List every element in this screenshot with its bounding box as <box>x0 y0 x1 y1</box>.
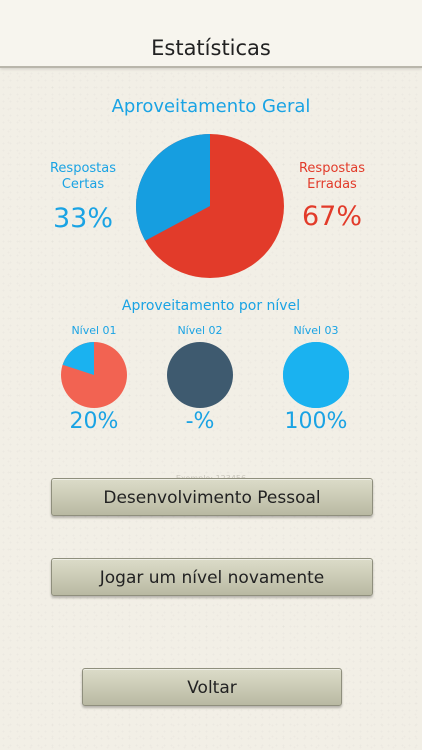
level-3-label: Nível 03 <box>293 324 339 337</box>
level-2-percentage: -% <box>185 409 215 434</box>
level-1-label: Nível 01 <box>71 324 117 337</box>
level-1-percentage: 20% <box>69 409 119 434</box>
back-button[interactable]: Voltar <box>82 668 342 706</box>
page-title: Estatísticas <box>151 36 271 60</box>
wrong-label-line1: Respostas <box>298 161 366 176</box>
wrong-answers-label: Respostas Erradas <box>287 161 377 193</box>
level-3-pie <box>283 342 349 408</box>
correct-label-line1: Respostas <box>49 161 117 176</box>
personal-development-button[interactable]: Desenvolvimento Pessoal <box>51 478 373 516</box>
level-1-correct-slice <box>62 342 94 375</box>
correct-slice <box>135 134 210 241</box>
level-performance-title: Aproveitamento por nível <box>121 298 301 314</box>
level-2-pie <box>167 342 233 408</box>
level-2-empty-circle <box>167 342 233 408</box>
correct-answers-label: Respostas Certas <box>38 161 128 193</box>
level-3-percentage: 100% <box>284 409 348 434</box>
wrong-percentage: 67% <box>301 201 362 232</box>
general-pie-chart <box>135 134 284 278</box>
replay-level-button[interactable]: Jogar um nível novamente <box>51 558 373 596</box>
top-bar: Estatísticas <box>0 0 422 68</box>
correct-percentage: 33% <box>52 203 113 234</box>
level-3-correct-slice <box>283 342 349 408</box>
wrong-label-line2: Erradas <box>307 177 357 192</box>
general-performance-title: Aproveitamento Geral <box>111 96 311 117</box>
level-1-pie <box>61 342 127 408</box>
level-2-label: Nível 02 <box>177 324 223 337</box>
correct-label-line2: Certas <box>61 177 105 192</box>
